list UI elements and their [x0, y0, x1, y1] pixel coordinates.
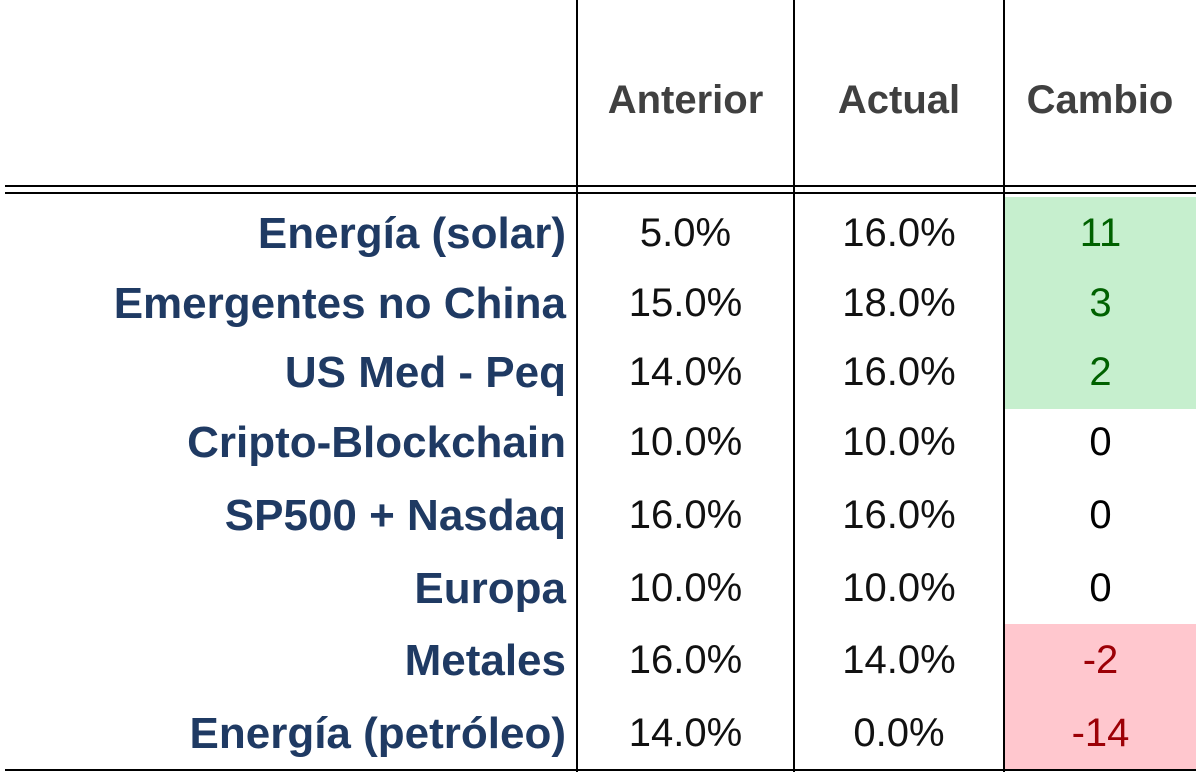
- cambio-value: 0: [1089, 493, 1112, 537]
- header-rule: [5, 185, 1196, 187]
- cambio-value: -2: [1005, 624, 1196, 697]
- anterior-value: 5.0%: [639, 211, 732, 255]
- actual-value: 16.0%: [842, 350, 956, 394]
- table-row: US Med - Peq 14.0% 16.0% 2: [0, 336, 1200, 409]
- column-divider: [576, 0, 578, 772]
- table-row: Energía (solar) 5.0% 16.0% 11: [0, 197, 1200, 270]
- row-label: Cripto-Blockchain: [187, 418, 566, 467]
- cambio-value: -14: [1005, 697, 1196, 769]
- header-anterior: Anterior: [607, 78, 764, 122]
- cambio-value: 0: [1089, 420, 1112, 464]
- anterior-value: 15.0%: [628, 281, 743, 325]
- anterior-value: 16.0%: [628, 493, 743, 537]
- anterior-value: 10.0%: [628, 566, 743, 610]
- actual-value: 16.0%: [842, 211, 956, 255]
- cambio-value: 3: [1005, 267, 1196, 340]
- row-label: Europa: [414, 564, 566, 613]
- anterior-value: 14.0%: [628, 711, 743, 755]
- anterior-value: 14.0%: [628, 350, 743, 394]
- actual-value: 16.0%: [842, 493, 956, 537]
- table-row: Europa 10.0% 10.0% 0: [0, 552, 1200, 625]
- actual-value: 14.0%: [842, 638, 956, 682]
- table-row: Emergentes no China 15.0% 18.0% 3: [0, 267, 1200, 340]
- row-label: Energía (petróleo): [189, 709, 567, 758]
- cambio-value: 0: [1089, 566, 1112, 610]
- header-cambio: Cambio: [1026, 78, 1174, 122]
- row-label: Energía (solar): [257, 209, 566, 258]
- anterior-value: 10.0%: [628, 420, 743, 464]
- cambio-value: 11: [1005, 197, 1196, 270]
- actual-value: 10.0%: [842, 420, 956, 464]
- table-row: Energía (petróleo) 14.0% 0.0% -14: [0, 697, 1200, 769]
- cambio-value: 2: [1005, 336, 1196, 409]
- anterior-value: 16.0%: [628, 638, 743, 682]
- actual-value: 10.0%: [842, 566, 956, 610]
- table-row: Metales 16.0% 14.0% -2: [0, 624, 1200, 697]
- actual-value: 0.0%: [853, 711, 945, 755]
- row-label: SP500 + Nasdaq: [224, 491, 566, 540]
- table-row: SP500 + Nasdaq 16.0% 16.0% 0: [0, 479, 1200, 552]
- header-actual: Actual: [837, 78, 961, 122]
- bottom-rule: [5, 769, 1196, 771]
- table-row: Cripto-Blockchain 10.0% 10.0% 0: [0, 406, 1200, 479]
- column-divider: [1003, 0, 1005, 772]
- actual-value: 18.0%: [842, 281, 956, 325]
- row-label: US Med - Peq: [284, 348, 566, 397]
- row-label: Emergentes no China: [113, 279, 566, 328]
- column-divider: [793, 0, 795, 772]
- row-label: Metales: [404, 636, 566, 685]
- header-rule: [5, 192, 1196, 194]
